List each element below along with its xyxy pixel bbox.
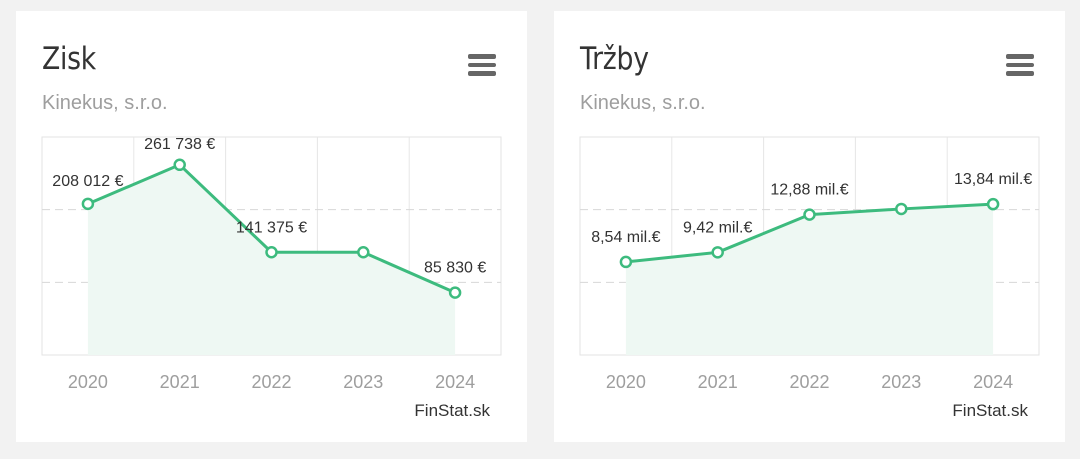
data-label: 9,42 mil.€: [683, 219, 752, 236]
data-point[interactable]: [357, 246, 370, 259]
data-point[interactable]: [173, 158, 186, 172]
data-label: 261 738 €: [144, 136, 215, 153]
data-label: 208 012 €: [52, 173, 123, 190]
data-label: 141 375 €: [236, 219, 307, 236]
profit-chart-card: Zisk Kinekus, s.r.o. 208 012 € 261 738 € 1…: [16, 11, 527, 442]
x-tick-label: 2023: [881, 372, 921, 392]
data-label: 13,84 mil.€: [954, 171, 1032, 188]
revenue-chart-card: Tržby Kinekus, s.r.o. 8,54 mil.€ 9,42 mil…: [554, 11, 1065, 442]
data-label: 85 830 €: [424, 260, 486, 277]
x-tick-label: 2021: [698, 372, 738, 392]
x-tick-label: 2022: [789, 372, 829, 392]
data-point[interactable]: [448, 286, 462, 299]
data-point[interactable]: [81, 197, 95, 211]
revenue-chart: 8,54 mil.€ 9,42 mil.€ 12,88 mil.€ 13,84 mil…: [579, 136, 1040, 392]
x-tick-label: 2020: [606, 372, 646, 392]
series-area: [87, 164, 456, 355]
chart-title: Zisk: [42, 41, 96, 77]
chart-subtitle: Kinekus, s.r.o.: [42, 92, 168, 114]
x-tick-label: 2021: [160, 372, 200, 392]
hamburger-menu-icon[interactable]: [468, 53, 496, 77]
data-point[interactable]: [711, 246, 724, 259]
x-tick-label: 2024: [435, 372, 475, 392]
data-point[interactable]: [895, 202, 908, 216]
data-point[interactable]: [803, 208, 816, 221]
finstat-credit-link[interactable]: FinStat.sk: [952, 401, 1028, 420]
data-label: 8,54 mil.€: [591, 229, 660, 246]
series-area: [625, 204, 994, 355]
x-tick-label: 2023: [343, 372, 383, 392]
hamburger-menu-icon[interactable]: [1006, 53, 1034, 77]
profit-chart: 208 012 € 261 738 € 141 375 € 85 830 € 2020 2…: [41, 136, 502, 392]
data-label: 12,88 mil.€: [770, 182, 848, 199]
data-point[interactable]: [265, 246, 278, 259]
x-tick-label: 2024: [973, 372, 1013, 392]
data-point[interactable]: [986, 197, 1000, 211]
x-tick-label: 2020: [68, 372, 108, 392]
finstat-credit-link[interactable]: FinStat.sk: [414, 401, 490, 420]
chart-subtitle: Kinekus, s.r.o.: [580, 92, 706, 114]
chart-title: Tržby: [580, 41, 649, 77]
x-tick-label: 2022: [251, 372, 291, 392]
data-point[interactable]: [619, 255, 633, 269]
